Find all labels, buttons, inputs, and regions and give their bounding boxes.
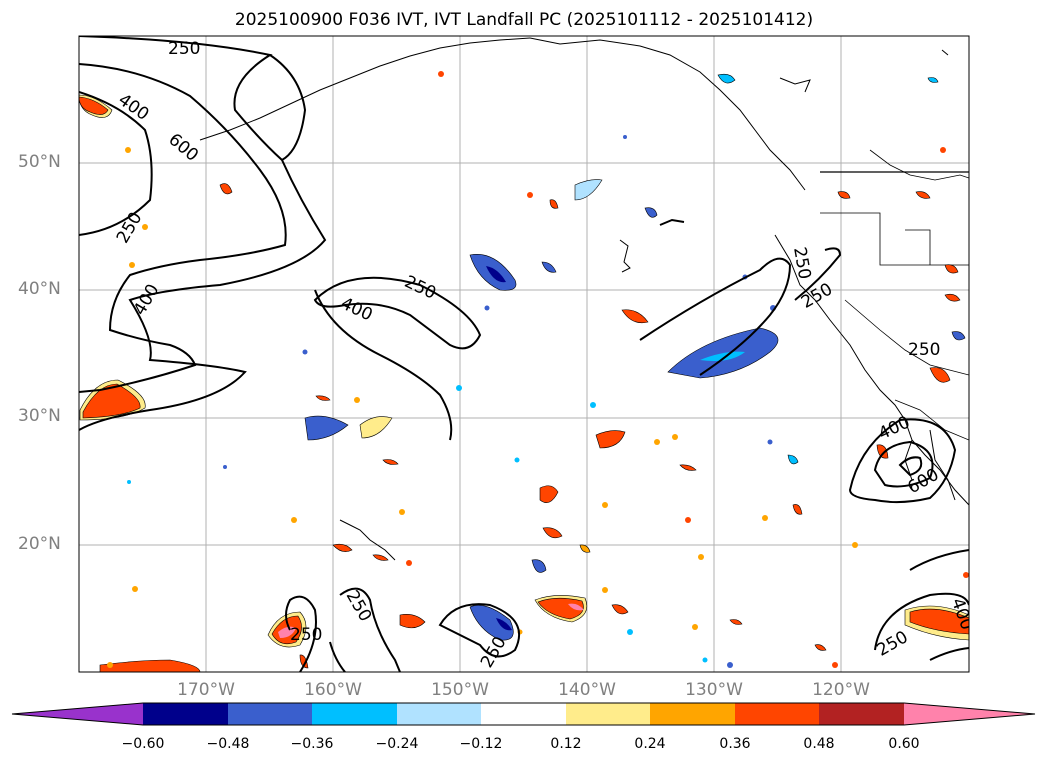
colorbar-segment (312, 703, 397, 725)
scattered-dots (107, 71, 969, 668)
colorbar-tick-label: −0.60 (121, 736, 165, 752)
colorbar (11, 702, 1036, 726)
map-title: 2025100900 F036 IVT, IVT Landfall PC (20… (234, 10, 814, 30)
lat-label: 50°N (18, 152, 61, 172)
colorbar-outline (11, 702, 1036, 726)
colorbar-tick-label: 0.36 (719, 736, 751, 752)
lon-label: 140°W (558, 680, 616, 700)
colorbar-segment (566, 703, 650, 725)
colorbar-tick-label: 0.12 (550, 736, 582, 752)
ivt-contours (79, 36, 969, 672)
colorbar-segment (650, 703, 735, 725)
colorbar-segment (397, 703, 481, 725)
lon-label: 160°W (304, 680, 362, 700)
negative-pc-fills (304, 73, 966, 641)
map-frame (78, 35, 970, 673)
colorbar-tick-label: 0.24 (634, 736, 666, 752)
lat-label: 30°N (18, 406, 61, 426)
lat-label: 20°N (18, 534, 61, 554)
colorbar-extend-low (12, 703, 143, 725)
colorbar-tick-label: −0.24 (375, 736, 419, 752)
colorbar-tick-label: 0.48 (803, 736, 835, 752)
lon-label: 150°W (431, 680, 489, 700)
colorbar-segment (735, 703, 819, 725)
map-content: 250 400 600 250 400 250 400 250 250 250 … (79, 36, 969, 672)
colorbar-tick-label: −0.36 (290, 736, 334, 752)
coastlines (199, 37, 969, 561)
colorbar-extend-high (904, 703, 1035, 725)
colorbar-segment (481, 703, 566, 725)
lon-label: 170°W (177, 680, 235, 700)
lon-label: 130°W (685, 680, 743, 700)
contour-label: 250 (908, 340, 940, 360)
colorbar-tick-label: 0.60 (888, 736, 920, 752)
positive-pc-fills (79, 94, 969, 672)
lon-label: 120°W (812, 680, 870, 700)
contour-label: 250 (168, 39, 200, 59)
colorbar-segment (819, 703, 904, 725)
colorbar-tick-label: −0.12 (459, 736, 503, 752)
colorbar-segment (228, 703, 312, 725)
colorbar-tick-label: −0.48 (206, 736, 250, 752)
colorbar-segment (143, 703, 228, 725)
lat-label: 40°N (18, 279, 61, 299)
contour-label: 250 (290, 625, 322, 645)
